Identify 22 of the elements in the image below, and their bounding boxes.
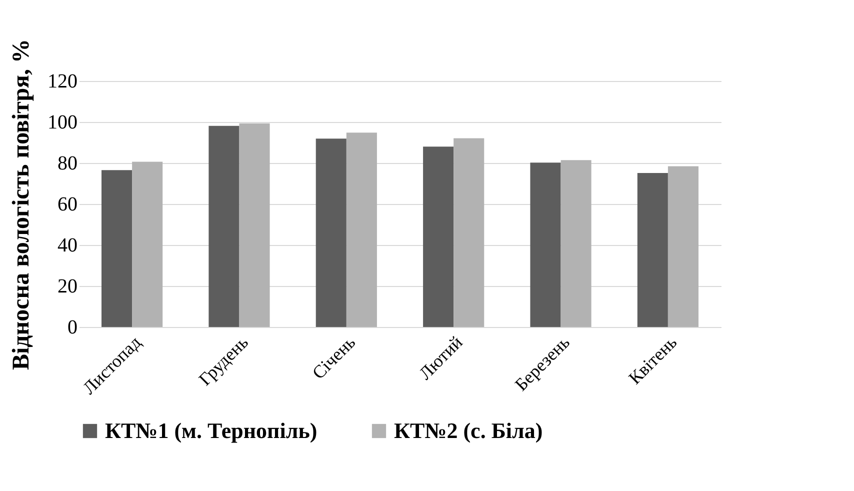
bar (637, 173, 668, 327)
bar (530, 162, 561, 327)
bar (102, 170, 132, 327)
y-tick-label: 100 (48, 112, 78, 134)
bar (208, 126, 240, 327)
y-tick-label: 40 (58, 234, 78, 256)
bar (668, 166, 698, 327)
bar (132, 162, 163, 327)
bar (423, 146, 454, 327)
y-tick-label: 20 (58, 276, 78, 298)
bar (346, 132, 377, 327)
bar (454, 138, 484, 327)
y-tick-label: 0 (68, 316, 78, 338)
y-tick-label: 120 (48, 70, 78, 92)
bar (560, 160, 592, 327)
y-axis-title: Відносна вологість повітря, % (8, 38, 34, 370)
y-tick-label: 60 (58, 194, 78, 216)
y-tick-label: 80 (58, 152, 78, 174)
bar (316, 138, 346, 327)
bar (239, 123, 270, 327)
legend-label: КТ№2 (с. Біла) (394, 418, 543, 443)
legend-label: КТ№1 (м. Тернопіль) (105, 418, 318, 443)
